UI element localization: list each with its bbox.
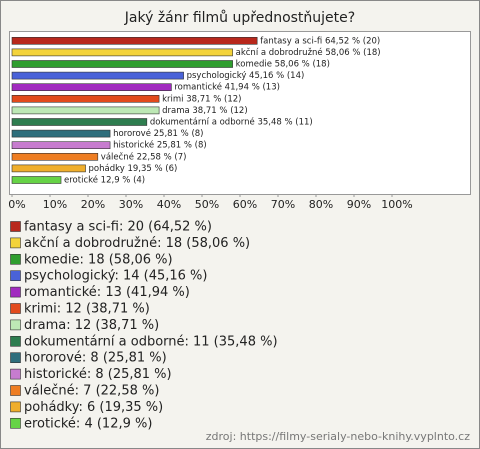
bar [11,129,111,138]
legend-swatch [10,335,21,347]
legend-label: dokumentární a odborné: 11 (35,48 %) [24,334,278,349]
legend-swatch [10,352,21,364]
x-tick-label: 20% [81,198,105,211]
bar-label: krimi 38,71 % (12) [162,94,241,104]
bar [11,153,99,161]
x-tick-label: 0% [8,198,25,211]
bar [11,118,148,126]
x-tick-label: 100% [381,198,412,211]
bar-label: psychologický 45,16 % (14) [187,71,305,81]
bar [11,141,111,149]
bar-label: historické 25,81 % (8) [113,140,207,151]
legend-label: hororové: 8 (25,81 %) [24,351,167,366]
legend-label: historické: 8 (25,81 %) [24,367,172,382]
legend-label: komedie: 18 (58,06 %) [24,252,173,267]
legend-swatch [10,237,21,249]
legend-swatch [10,286,21,298]
bar [11,176,62,184]
chart-title: Jaký žánr filmů upřednostňujete? [124,10,355,26]
bar-label: erotické 12,9 % (4) [64,175,145,186]
x-tick-label: 30% [119,198,143,211]
legend-swatch [10,303,21,314]
legend-label: fantasy a sci-fi: 20 (64,52 %) [24,220,212,235]
bar [11,106,160,115]
bar [11,36,258,45]
bar [11,71,184,80]
bar-label: hororové 25,81 % (8) [113,128,203,139]
bar [11,164,86,173]
legend-label: válečné: 7 (22,58 %) [24,384,159,399]
legend-label: erotické: 4 (12,9 %) [24,416,152,431]
x-tick-label: 60% [233,198,257,211]
bar [11,95,160,103]
legend-label: akční a dobrodružné: 18 (58,06 %) [24,236,250,251]
bar [11,60,233,68]
bar-label: dokumentární a odborné 35,48 % (11) [150,117,313,128]
bar-label: akční a dobrodružné 58,06 % (18) [236,47,381,58]
legend-swatch [10,385,21,396]
legend-label: krimi: 12 (38,71 %) [24,302,150,317]
x-tick-label: 70% [271,198,295,211]
legend-swatch [10,368,21,380]
legend-label: psychologický: 14 (45,16 %) [24,269,207,284]
legend-label: drama: 12 (38,71 %) [24,318,159,333]
legend-swatch [10,221,21,232]
bar [11,48,233,57]
bar-label: válečné 22,58 % (7) [101,151,187,162]
bar-label: komedie 58,06 % (18) [236,60,330,70]
bar-label: drama 38,71 % (12) [162,106,248,116]
x-tick-label: 10% [43,198,67,211]
legend-label: romantické: 13 (41,94 %) [24,285,190,300]
legend-label: pohádky: 6 (19,35 %) [24,400,163,415]
legend-swatch [10,270,21,282]
legend-swatch [10,417,21,429]
legend-swatch [10,319,21,331]
x-tick-label: 90% [347,198,371,211]
bar [11,83,172,91]
x-tick-label: 50% [195,198,219,211]
legend-swatch [10,401,21,413]
bar-label: pohádky 19,35 % (6) [89,164,178,174]
x-tick-label: 80% [309,198,333,211]
source: zdroj: https://filmy-serialy-nebo-knihy.… [206,430,470,443]
bar-label: fantasy a sci-fi 64,52 % (20) [260,36,380,46]
bar-label: romantické 41,94 % (13) [174,82,280,93]
legend-swatch [10,254,21,265]
x-tick-label: 40% [157,198,181,211]
